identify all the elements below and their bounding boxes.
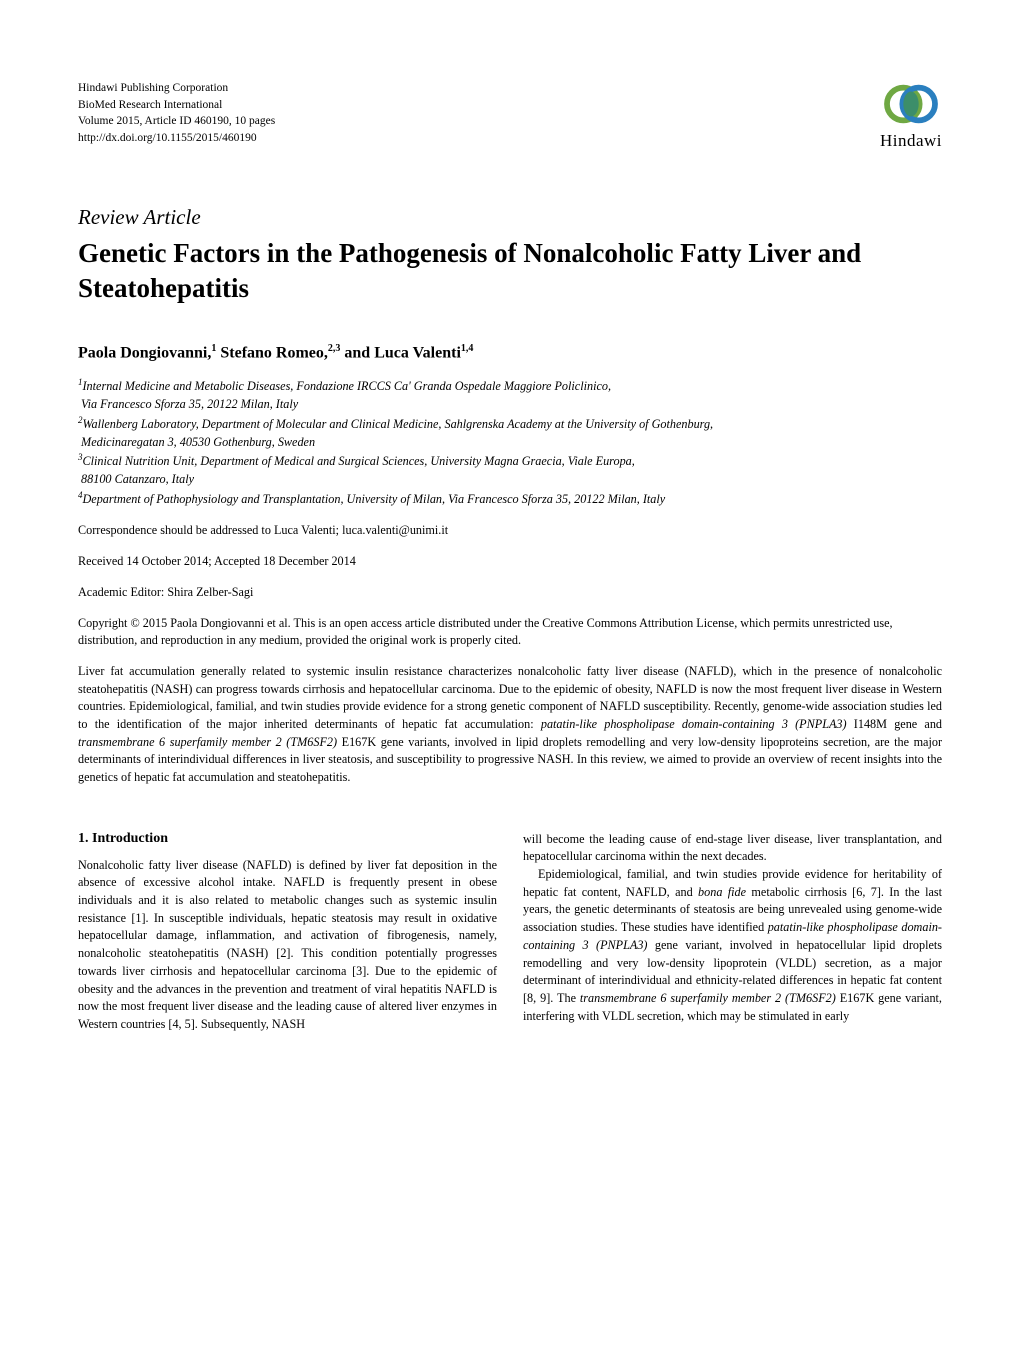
body-columns: 1. Introduction Nonalcoholic fatty liver… <box>78 831 942 1034</box>
publisher-logo-block: Hindawi <box>880 80 942 151</box>
left-column: 1. Introduction Nonalcoholic fatty liver… <box>78 831 497 1034</box>
article-title: Genetic Factors in the Pathogenesis of N… <box>78 236 942 305</box>
right-column: will become the leading cause of end-sta… <box>523 831 942 1034</box>
volume-info: Volume 2015, Article ID 460190, 10 pages <box>78 113 275 130</box>
body-paragraph: Nonalcoholic fatty liver disease (NAFLD)… <box>78 857 497 1034</box>
affiliations: 1Internal Medicine and Metabolic Disease… <box>78 376 942 508</box>
academic-editor: Academic Editor: Shira Zelber-Sagi <box>78 584 942 602</box>
hindawi-logo-icon <box>882 80 940 128</box>
journal-name: BioMed Research International <box>78 97 275 114</box>
publisher-name: Hindawi Publishing Corporation <box>78 80 275 97</box>
abstract: Liver fat accumulation generally related… <box>78 663 942 787</box>
section-heading-introduction: 1. Introduction <box>78 831 497 847</box>
article-type: Review Article <box>78 205 942 230</box>
received-accepted-dates: Received 14 October 2014; Accepted 18 De… <box>78 553 942 571</box>
publisher-info: Hindawi Publishing Corporation BioMed Re… <box>78 80 275 147</box>
authors: Paola Dongiovanni,1 Stefano Romeo,2,3 an… <box>78 343 942 362</box>
doi-url: http://dx.doi.org/10.1155/2015/460190 <box>78 130 275 147</box>
body-paragraph: Epidemiological, familial, and twin stud… <box>523 866 942 1025</box>
publisher-logo-text: Hindawi <box>880 131 942 151</box>
correspondence: Correspondence should be addressed to Lu… <box>78 522 942 540</box>
copyright-notice: Copyright © 2015 Paola Dongiovanni et al… <box>78 615 942 650</box>
body-paragraph: will become the leading cause of end-sta… <box>523 831 942 866</box>
header-row: Hindawi Publishing Corporation BioMed Re… <box>78 80 942 151</box>
